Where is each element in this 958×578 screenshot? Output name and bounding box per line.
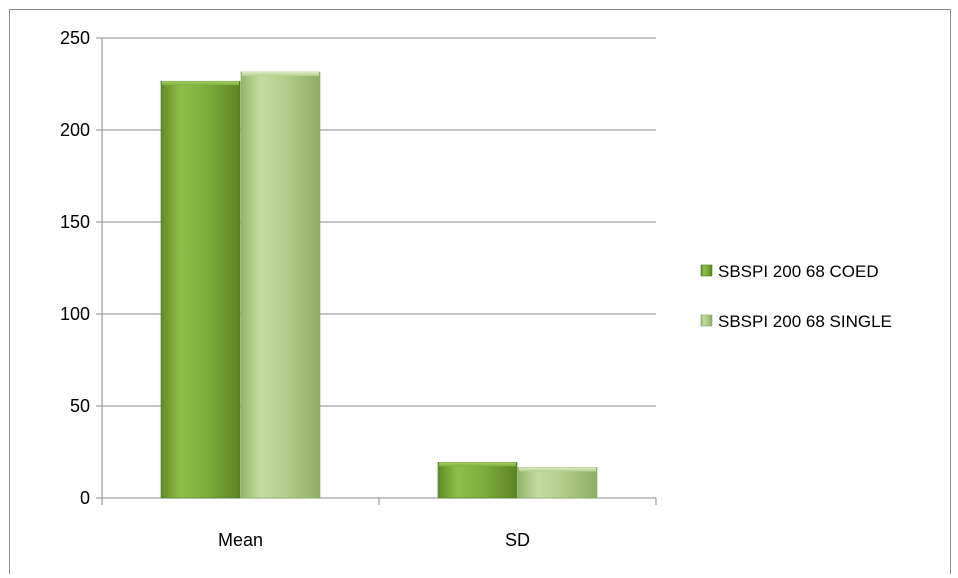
bar-top-bevel	[242, 72, 319, 77]
bar-mean-series-1	[160, 80, 241, 499]
legend-swatch	[700, 314, 713, 327]
bar-mean-series-2	[240, 71, 321, 499]
bar-sd-series-2	[517, 467, 598, 499]
x-tick-label: SD	[505, 530, 530, 550]
legend: SBSPI 200 68 COED SBSPI 200 68 SINGLE	[700, 262, 892, 331]
x-tick-label: Mean	[218, 530, 263, 550]
bar-top-bevel	[439, 462, 516, 467]
legend-label: SBSPI 200 68 SINGLE	[718, 312, 892, 331]
y-tick-label: 0	[80, 488, 90, 508]
axis-labels: 0 50 100 150 200 250 Mean SD	[60, 28, 530, 550]
bar-sd-series-1	[437, 462, 518, 499]
bar-top-bevel	[519, 467, 596, 472]
legend-label: SBSPI 200 68 COED	[718, 262, 879, 281]
y-tick-label: 50	[70, 396, 90, 416]
bar-top-bevel	[162, 81, 239, 86]
y-tick-label: 250	[60, 28, 90, 48]
bars	[160, 71, 598, 499]
y-tick-label: 150	[60, 212, 90, 232]
y-tick-label: 100	[60, 304, 90, 324]
y-tick-label: 200	[60, 120, 90, 140]
legend-swatch	[700, 264, 713, 277]
